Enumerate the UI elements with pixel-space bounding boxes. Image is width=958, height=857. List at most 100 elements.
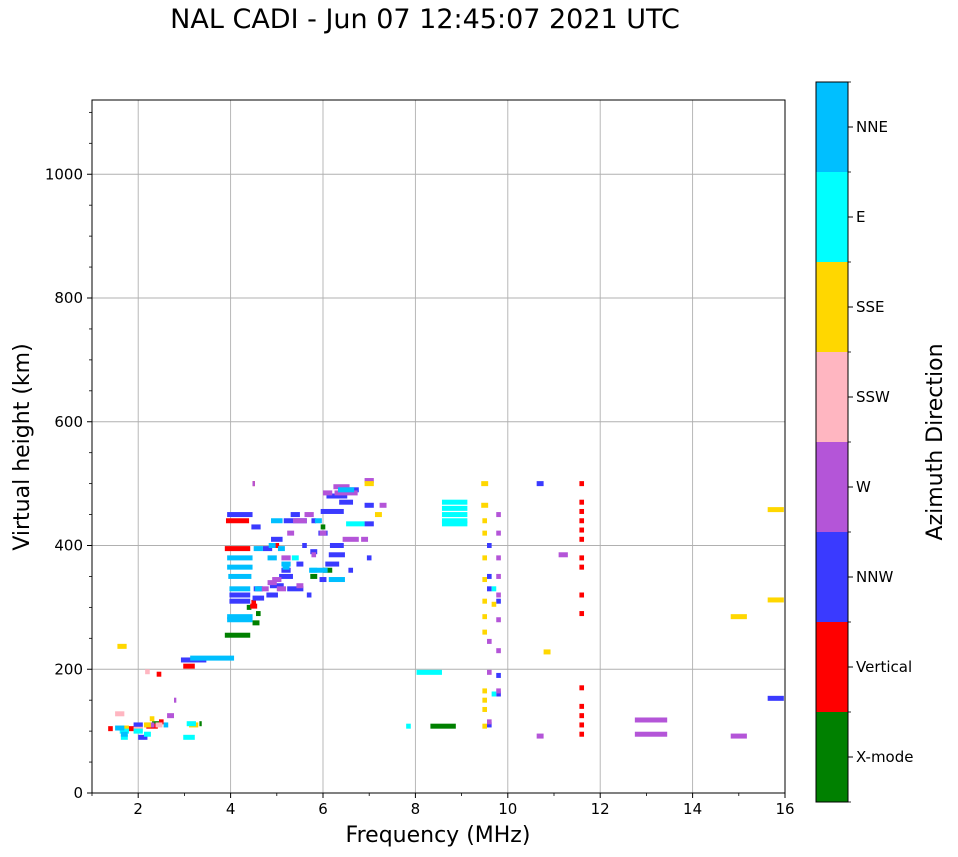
echo-point-nne xyxy=(271,518,283,524)
echo-point-e xyxy=(120,734,128,740)
echo-point-w xyxy=(361,536,369,542)
echo-point-e xyxy=(441,512,468,518)
colorbar-segment xyxy=(816,712,848,802)
echo-point-nne xyxy=(120,731,128,737)
echo-point-ssw xyxy=(115,711,125,717)
echo-point-nnw xyxy=(269,583,284,589)
echo-point-sse xyxy=(482,688,488,694)
echo-point-nne xyxy=(267,555,277,561)
echo-point-w xyxy=(272,577,282,583)
echo-point-e xyxy=(291,555,299,561)
echo-point-nnw xyxy=(487,543,492,548)
echo-point-nnw xyxy=(329,543,344,548)
data-points xyxy=(108,478,784,740)
x-tick-label: 6 xyxy=(318,800,328,818)
echo-point-sse xyxy=(374,512,382,518)
plot-area xyxy=(92,100,785,793)
echo-point-w xyxy=(634,717,668,723)
echo-point-nnw xyxy=(138,734,148,740)
echo-point-sse xyxy=(730,614,747,620)
echo-point-nnw xyxy=(366,555,372,561)
echo-point-nne xyxy=(314,518,322,524)
colorbar-tick-label: SSE xyxy=(856,298,885,316)
echo-point-nnw xyxy=(271,536,283,542)
echo-point-nnw xyxy=(328,552,345,558)
colorbar-segment xyxy=(816,82,848,172)
echo-point-e xyxy=(416,669,442,675)
x-tick-label: 12 xyxy=(591,800,610,818)
echo-point-vertical xyxy=(579,592,585,598)
colorbar-tick-label: W xyxy=(856,478,871,496)
echo-point-vertical xyxy=(156,671,162,677)
echo-point-nnw xyxy=(287,586,304,592)
echo-point-e xyxy=(491,691,497,697)
echo-point-w xyxy=(287,530,295,536)
echo-point-w xyxy=(496,617,501,623)
echo-point-nnw xyxy=(326,493,348,499)
y-axis-ticks: 0 200 400 600 800 1000 xyxy=(45,111,92,802)
echo-point-x-mode xyxy=(256,611,261,617)
echo-point-vertical xyxy=(251,599,257,605)
echo-point-nnw xyxy=(302,543,307,548)
colorbar-segment xyxy=(816,622,848,712)
echo-point-ssw xyxy=(145,669,150,675)
echo-point-vertical xyxy=(225,518,250,524)
echo-point-nnw xyxy=(496,598,501,604)
echo-point-vertical xyxy=(579,555,585,561)
echo-point-nnw xyxy=(227,512,253,518)
echo-point-nne xyxy=(229,586,251,592)
echo-point-w xyxy=(304,512,314,518)
x-tick-label: 2 xyxy=(133,800,143,818)
echo-point-sse xyxy=(481,481,489,487)
echo-point-sse xyxy=(482,530,488,536)
echo-point-nnw xyxy=(487,722,492,728)
echo-point-nne xyxy=(309,567,328,573)
echo-point-nnw xyxy=(364,502,374,508)
y-tick-label: 0 xyxy=(73,784,83,802)
echo-point-nne xyxy=(281,561,291,567)
echo-point-nne xyxy=(338,487,355,493)
echo-point-w xyxy=(167,713,175,719)
echo-point-x-mode xyxy=(430,723,456,729)
echo-point-e xyxy=(346,521,365,527)
echo-point-nnw xyxy=(279,573,293,579)
echo-point-w xyxy=(296,583,304,589)
colorbar-segment xyxy=(816,442,848,532)
echo-point-sse xyxy=(482,577,488,583)
echo-point-w xyxy=(252,481,255,487)
x-axis-label: Frequency (MHz) xyxy=(346,823,531,848)
echo-point-nne xyxy=(282,564,290,570)
echo-point-w xyxy=(311,552,317,558)
echo-point-nnw xyxy=(320,508,344,514)
echo-point-nne xyxy=(227,617,253,623)
echo-point-vertical xyxy=(108,726,113,732)
echo-point-w xyxy=(174,697,177,703)
echo-point-e xyxy=(119,728,129,734)
y-tick-label: 400 xyxy=(54,537,83,555)
echo-point-w xyxy=(323,490,333,496)
echo-point-vertical xyxy=(579,508,585,514)
colorbar-segment xyxy=(816,262,848,352)
echo-point-sse xyxy=(482,697,488,703)
echo-point-nne xyxy=(268,543,276,548)
echo-point-w xyxy=(379,502,387,508)
colorbar-tick-label: Vertical xyxy=(856,658,912,676)
echo-point-nne xyxy=(277,546,285,552)
echo-point-e xyxy=(441,505,468,511)
echo-point-x-mode xyxy=(224,632,251,638)
x-tick-label: 14 xyxy=(683,800,702,818)
echo-point-sse xyxy=(143,722,151,728)
colorbar-tick-label: NNE xyxy=(856,118,888,136)
echo-point-vertical xyxy=(579,499,585,505)
echo-point-w xyxy=(730,733,747,739)
echo-point-w xyxy=(257,586,269,592)
echo-point-vertical xyxy=(579,536,585,542)
echo-point-e xyxy=(183,734,195,740)
echo-point-w xyxy=(267,580,277,586)
colorbar-tick-label: X-mode xyxy=(856,748,913,766)
echo-point-sse xyxy=(767,597,784,603)
colorbar-tick-label: E xyxy=(856,208,865,226)
echo-point-vertical xyxy=(579,564,585,570)
echo-point-w xyxy=(292,518,307,524)
echo-point-nnw xyxy=(262,546,273,552)
